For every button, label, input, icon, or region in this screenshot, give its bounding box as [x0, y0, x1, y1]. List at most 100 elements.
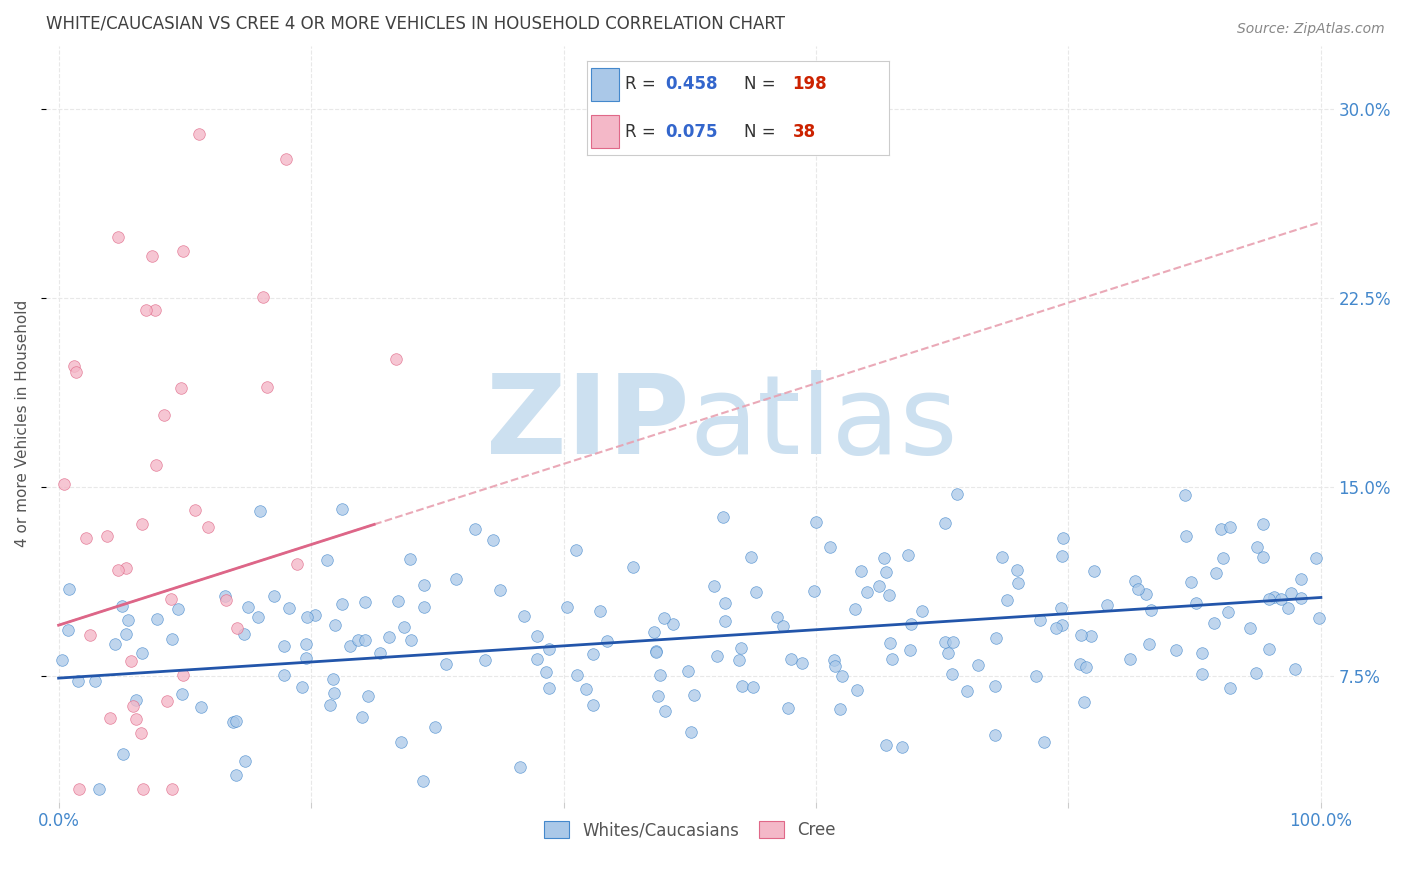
- Point: [350, 709, 373, 723]
- Point: [565, 668, 588, 682]
- Point: [226, 621, 249, 635]
- Point: [683, 688, 706, 702]
- Point: [295, 651, 318, 665]
- Point: [67, 674, 90, 689]
- Point: [714, 614, 737, 628]
- Point: [131, 647, 153, 661]
- Point: [1308, 611, 1330, 625]
- Point: [214, 589, 236, 603]
- Point: [772, 618, 794, 632]
- Point: [654, 704, 676, 718]
- Point: [444, 572, 467, 586]
- Point: [714, 596, 737, 610]
- Point: [295, 637, 318, 651]
- Point: [291, 680, 314, 694]
- Point: [1033, 734, 1056, 748]
- Point: [1284, 662, 1306, 676]
- Point: [170, 687, 193, 701]
- Point: [792, 656, 814, 670]
- Point: [121, 698, 143, 713]
- Point: [87, 782, 110, 797]
- Point: [107, 563, 129, 577]
- Point: [730, 641, 752, 656]
- Point: [588, 604, 610, 618]
- Point: [776, 701, 799, 715]
- Point: [745, 584, 768, 599]
- Point: [285, 557, 308, 571]
- Point: [67, 782, 90, 797]
- Point: [464, 522, 486, 536]
- Point: [1050, 618, 1073, 632]
- Point: [1263, 591, 1285, 605]
- Point: [1305, 551, 1327, 566]
- Point: [513, 609, 536, 624]
- Point: [1174, 529, 1197, 543]
- Point: [645, 645, 668, 659]
- Point: [1212, 551, 1234, 566]
- Point: [1279, 586, 1302, 600]
- Point: [184, 503, 207, 517]
- Point: [875, 565, 897, 579]
- Point: [273, 668, 295, 682]
- Point: [652, 610, 675, 624]
- Point: [934, 635, 956, 649]
- Point: [877, 588, 900, 602]
- Point: [582, 648, 605, 662]
- Point: [647, 689, 669, 703]
- Point: [934, 516, 956, 530]
- Point: [104, 636, 127, 650]
- Point: [112, 747, 135, 761]
- Point: [111, 599, 134, 614]
- Point: [141, 249, 163, 263]
- Point: [273, 640, 295, 654]
- Point: [872, 550, 894, 565]
- Point: [319, 698, 342, 713]
- Point: [1251, 517, 1274, 532]
- Point: [727, 652, 749, 666]
- Point: [1052, 531, 1074, 545]
- Point: [1191, 667, 1213, 681]
- Point: [868, 578, 890, 592]
- Point: [387, 594, 409, 608]
- Legend: Whites/Caucasians, Cree: Whites/Caucasians, Cree: [537, 814, 842, 847]
- Point: [489, 582, 512, 597]
- Point: [946, 487, 969, 501]
- Point: [474, 653, 496, 667]
- Point: [98, 711, 121, 725]
- Point: [120, 654, 142, 668]
- Point: [803, 583, 825, 598]
- Point: [984, 631, 1007, 645]
- Point: [423, 720, 446, 734]
- Point: [236, 600, 259, 615]
- Point: [1289, 591, 1312, 606]
- Point: [354, 633, 377, 648]
- Point: [115, 561, 138, 575]
- Point: [1258, 642, 1281, 657]
- Point: [898, 643, 921, 657]
- Point: [856, 584, 879, 599]
- Point: [900, 616, 922, 631]
- Point: [316, 553, 339, 567]
- Point: [56, 623, 79, 637]
- Point: [679, 725, 702, 739]
- Point: [845, 682, 868, 697]
- Point: [1070, 628, 1092, 642]
- Point: [557, 599, 579, 614]
- Point: [53, 477, 76, 491]
- Point: [190, 699, 212, 714]
- Point: [252, 290, 274, 304]
- Point: [389, 735, 412, 749]
- Point: [534, 665, 557, 679]
- Point: [84, 673, 107, 688]
- Point: [621, 560, 644, 574]
- Point: [63, 359, 86, 374]
- Point: [1045, 621, 1067, 635]
- Point: [1123, 574, 1146, 588]
- Point: [1185, 596, 1208, 610]
- Point: [1095, 598, 1118, 612]
- Point: [323, 685, 346, 699]
- Point: [412, 774, 434, 789]
- Point: [263, 589, 285, 603]
- Point: [65, 365, 87, 379]
- Point: [225, 714, 247, 728]
